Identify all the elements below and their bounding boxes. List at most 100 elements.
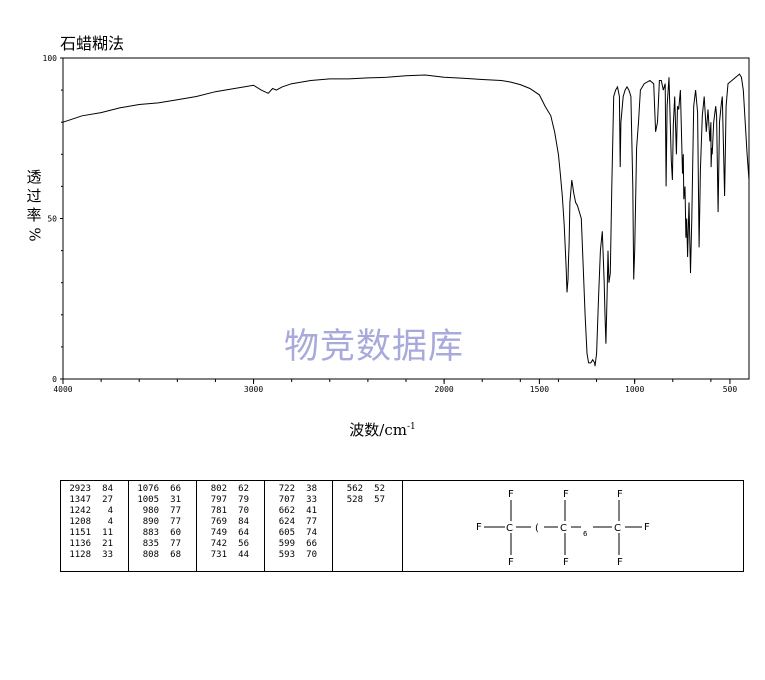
peak-transmittance: 33 <box>102 550 113 560</box>
peak-transmittance: 68 <box>170 550 181 560</box>
x-axis-label-text: 波数/cm <box>349 421 407 439</box>
peak-transmittance: 21 <box>102 539 113 549</box>
peak-wavenumber: 528 <box>346 495 363 505</box>
peak-column: 802 62 797 79 781 70 769 84 749 64 742 56 731 44 <box>197 481 265 571</box>
peak-row: 1242 4 <box>61 506 113 517</box>
peak-wavenumber: 722 <box>278 484 295 494</box>
x-axis-label-sup: -1 <box>406 422 416 432</box>
peak-row: 662 41 <box>265 506 317 517</box>
peak-row: 835 77 <box>129 539 181 550</box>
peak-row: 707 33 <box>265 495 317 506</box>
fluorine-atom: F <box>476 522 482 533</box>
peak-wavenumber: 2923 <box>69 484 91 494</box>
peak-transmittance: 64 <box>238 528 249 538</box>
peak-wavenumber: 890 <box>142 517 159 527</box>
fluorine-atom: F <box>563 557 569 568</box>
peak-row: 722 38 <box>265 484 317 495</box>
y-axis-label-char: 率 <box>26 206 42 224</box>
peak-transmittance: 77 <box>170 506 181 516</box>
peak-wavenumber: 624 <box>278 517 295 527</box>
peak-wavenumber: 835 <box>142 539 159 549</box>
peak-column: 722 38 707 33 662 41 624 77 605 74 599 66 593 70 <box>265 481 333 571</box>
peak-table: 2923 84 1347 27 1242 4 1208 4 1151 11 1136 21 1128 33… <box>60 480 744 572</box>
peak-wavenumber: 749 <box>210 528 227 538</box>
peak-wavenumber: 1347 <box>69 495 91 505</box>
peak-transmittance: 66 <box>170 484 181 494</box>
y-tick-label: 0 <box>52 375 57 384</box>
x-tick-label: 500 <box>723 385 738 394</box>
peak-transmittance: 79 <box>238 495 249 505</box>
peak-wavenumber: 883 <box>142 528 159 538</box>
peak-row: 1208 4 <box>61 517 113 528</box>
y-tick-label: 100 <box>43 54 58 63</box>
peak-transmittance: 31 <box>170 495 181 505</box>
peak-row: 980 77 <box>129 506 181 517</box>
x-tick-label: 4000 <box>53 385 72 394</box>
peak-transmittance: 66 <box>306 539 317 549</box>
peak-transmittance: 77 <box>306 517 317 527</box>
spectrum-line <box>62 73 750 367</box>
peak-column: 562 52 528 57 <box>333 481 403 571</box>
peak-row: 797 79 <box>197 495 249 506</box>
structure-svg: F F F F C ( C 6 C F F F F <box>476 489 650 568</box>
peak-row: 1151 11 <box>61 528 113 539</box>
watermark: 物竞数据库 <box>284 327 465 367</box>
peak-row: 883 60 <box>129 528 181 539</box>
peak-row: 599 66 <box>265 539 317 550</box>
peak-transmittance: 41 <box>306 506 317 516</box>
y-axis-label-char: 透 <box>26 168 42 186</box>
peak-transmittance: 27 <box>102 495 113 505</box>
fluorine-atom: F <box>644 522 650 533</box>
subscript: 6 <box>583 530 588 538</box>
carbon-atom: C <box>560 523 567 534</box>
peak-wavenumber: 1208 <box>69 517 91 527</box>
peak-row: 808 68 <box>129 550 181 561</box>
peak-transmittance: 57 <box>374 495 385 505</box>
peak-wavenumber: 980 <box>142 506 159 516</box>
fluorine-atom: F <box>617 557 623 568</box>
peak-row: 802 62 <box>197 484 249 495</box>
peak-column: 1076 66 1005 31 980 77 890 77 883 60 835 77 808 68 <box>129 481 197 571</box>
peak-wavenumber: 802 <box>210 484 227 494</box>
peak-row: 1005 31 <box>129 495 181 506</box>
peak-wavenumber: 593 <box>278 550 295 560</box>
peak-row: 605 74 <box>265 528 317 539</box>
peak-wavenumber: 769 <box>210 517 227 527</box>
peak-transmittance: 74 <box>306 528 317 538</box>
peak-transmittance: 84 <box>238 517 249 527</box>
carbon-atom: C <box>506 523 513 534</box>
x-tick-label: 1500 <box>530 385 549 394</box>
peak-wavenumber: 562 <box>346 484 363 494</box>
peak-row: 2923 84 <box>61 484 113 495</box>
peak-transmittance: 56 <box>238 539 249 549</box>
y-axis-label: 透 过 率 % <box>22 168 46 244</box>
x-ticks: 4000 3000 2000 1500 1000 500 <box>53 379 737 394</box>
x-tick-label: 3000 <box>244 385 263 394</box>
peak-row: 890 77 <box>129 517 181 528</box>
x-tick-label: 2000 <box>434 385 453 394</box>
peak-transmittance: 4 <box>107 517 113 527</box>
peak-transmittance: 11 <box>102 528 113 538</box>
peak-column: 2923 84 1347 27 1242 4 1208 4 1151 11 1136 21 1128 33 <box>61 481 129 571</box>
peak-wavenumber: 808 <box>142 550 159 560</box>
bracket: ( <box>535 523 539 534</box>
peak-wavenumber: 797 <box>210 495 227 505</box>
peak-transmittance: 70 <box>306 550 317 560</box>
fluorine-atom: F <box>508 557 514 568</box>
x-tick-label: 1000 <box>625 385 644 394</box>
peak-transmittance: 44 <box>238 550 249 560</box>
structure-diagram: F F F F C ( C 6 C F F F F <box>403 481 743 571</box>
y-tick-label: 50 <box>47 215 57 224</box>
peak-wavenumber: 742 <box>210 539 227 549</box>
peak-row: 749 64 <box>197 528 249 539</box>
peak-row: 1076 66 <box>129 484 181 495</box>
peak-wavenumber: 605 <box>278 528 295 538</box>
peak-transmittance: 77 <box>170 517 181 527</box>
peak-row: 1128 33 <box>61 550 113 561</box>
peak-row: 742 56 <box>197 539 249 550</box>
peak-wavenumber: 599 <box>278 539 295 549</box>
carbon-atom: C <box>614 523 621 534</box>
peak-transmittance: 4 <box>107 506 113 516</box>
peak-wavenumber: 1005 <box>137 495 159 505</box>
peak-wavenumber: 1128 <box>69 550 91 560</box>
